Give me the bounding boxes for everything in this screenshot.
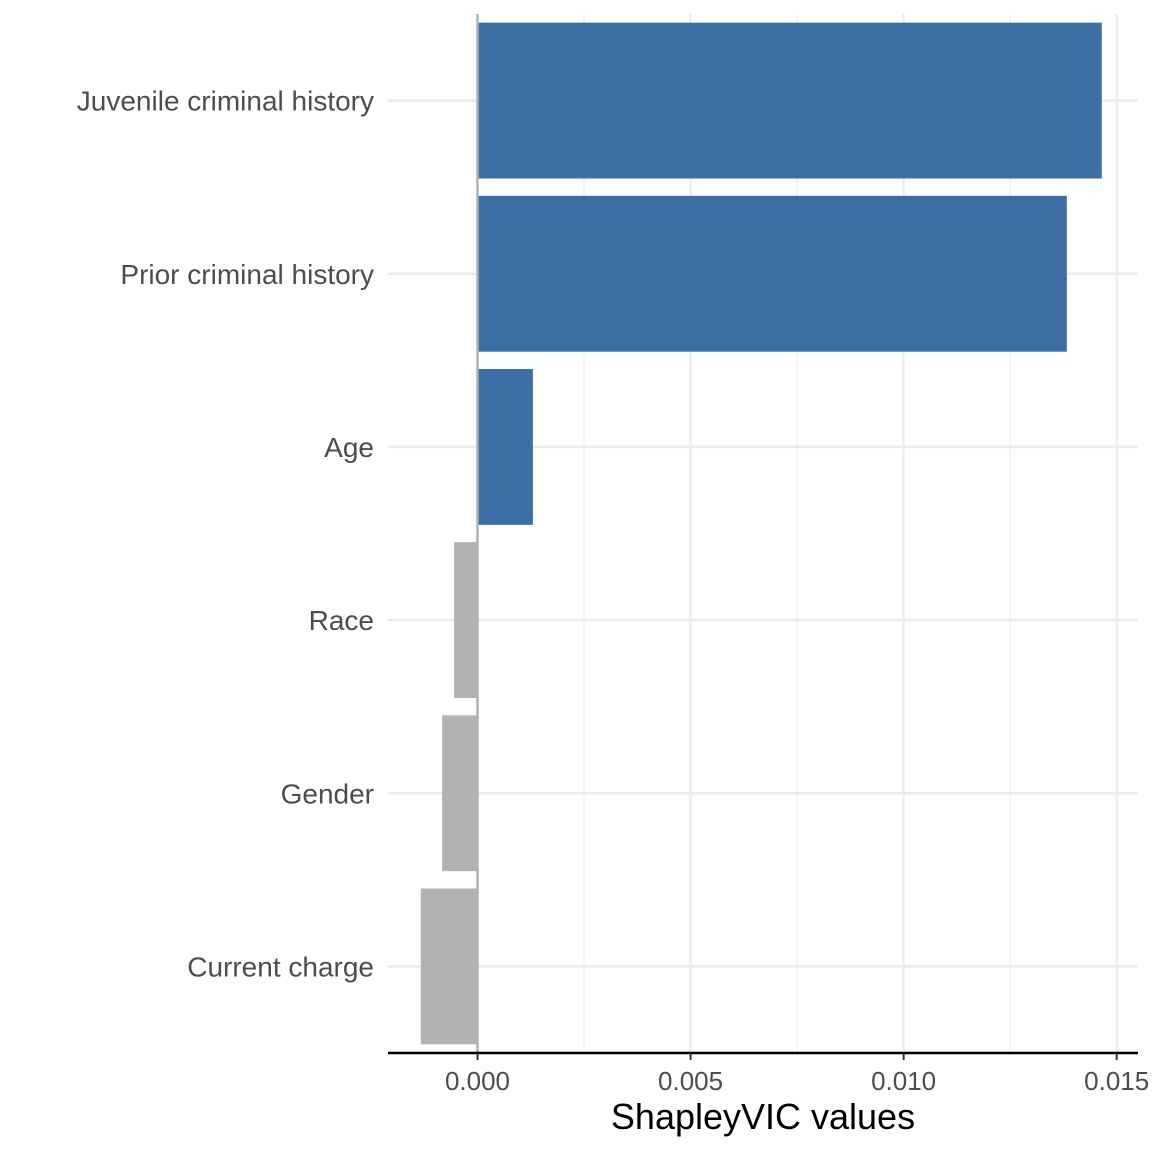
category-label: Age — [324, 432, 374, 463]
bar — [477, 22, 1102, 179]
category-label: Gender — [281, 778, 374, 809]
bars — [420, 22, 1102, 1045]
category-label: Current charge — [187, 951, 374, 982]
category-label: Prior criminal history — [120, 259, 374, 290]
category-label: Race — [309, 605, 374, 636]
gridlines — [388, 14, 1138, 1053]
x-tick-label: 0.000 — [445, 1066, 510, 1096]
x-tick-label: 0.010 — [871, 1066, 936, 1096]
bar — [454, 542, 478, 699]
category-labels: Juvenile criminal history Prior criminal … — [77, 86, 374, 983]
x-tick-label: 0.015 — [1084, 1066, 1149, 1096]
x-axis-title: ShapleyVIC values — [611, 1096, 915, 1137]
category-label: Juvenile criminal history — [77, 86, 374, 117]
bar — [442, 715, 478, 872]
x-axis-ticks: 0.000 0.005 0.010 0.015 — [445, 1053, 1149, 1096]
bar — [477, 368, 533, 525]
x-tick-label: 0.005 — [658, 1066, 723, 1096]
bar — [477, 195, 1067, 352]
bar — [420, 888, 478, 1045]
